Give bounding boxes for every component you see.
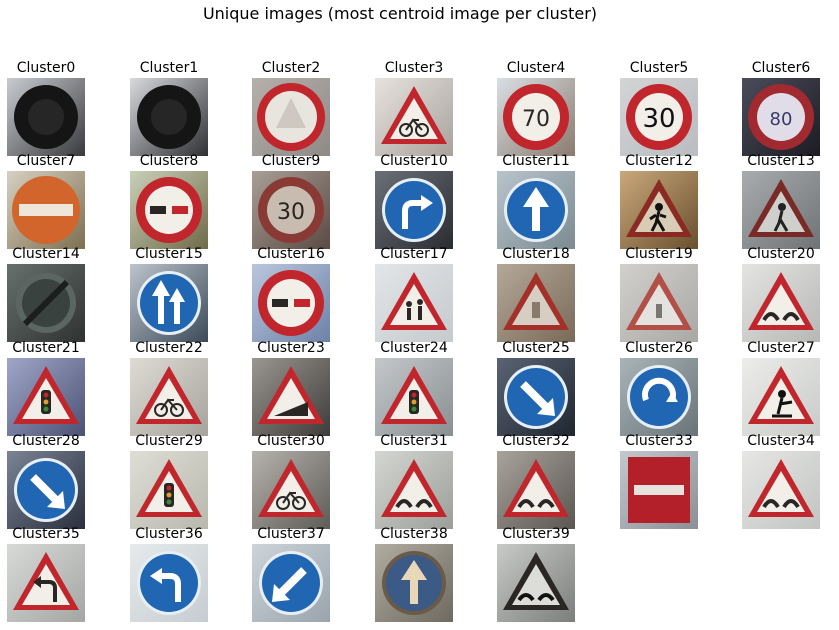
cluster-thumbnail-image: 80: [742, 78, 820, 156]
cluster-label: Cluster7: [16, 153, 76, 169]
cluster-thumbnail-image: [742, 358, 820, 436]
cluster-thumbnail-image: [497, 358, 575, 436]
cluster-label: Cluster32: [502, 433, 570, 449]
cluster-thumbnail-image: [742, 171, 820, 249]
cluster-label: Cluster12: [625, 153, 693, 169]
cluster-thumbnail-image: [375, 78, 453, 156]
cluster-label: Cluster25: [502, 340, 570, 356]
cluster-label: Cluster0: [16, 60, 76, 76]
cluster-label: Cluster35: [12, 526, 80, 542]
cluster-thumbnail-image: [7, 264, 85, 342]
cluster-thumbnail-image: [375, 451, 453, 529]
cluster-thumbnail-image: [7, 451, 85, 529]
cluster-thumbnail-image: [497, 171, 575, 249]
cluster-label: Cluster16: [257, 246, 325, 262]
cluster-thumbnail-image: [130, 358, 208, 436]
cluster-thumbnail-image: [742, 264, 820, 342]
cluster-thumbnail-image: [130, 264, 208, 342]
cluster-label: Cluster23: [257, 340, 325, 356]
cluster-label: Cluster4: [506, 60, 566, 76]
cluster-label: Cluster19: [625, 246, 693, 262]
cluster-label: Cluster24: [380, 340, 448, 356]
cluster-thumbnail-image: [497, 264, 575, 342]
cluster-label: Cluster20: [747, 246, 815, 262]
cluster-label: Cluster29: [135, 433, 203, 449]
cluster-label: Cluster13: [747, 153, 815, 169]
cluster-label: Cluster21: [12, 340, 80, 356]
figure-title: Unique images (most centroid image per c…: [202, 4, 598, 23]
cluster-thumbnail-image: [620, 171, 698, 249]
cluster-thumbnail-image: [252, 451, 330, 529]
svg-text:80: 80: [770, 109, 793, 130]
cluster-thumbnail-image: [375, 544, 453, 622]
cluster-thumbnail-image: [7, 78, 85, 156]
cluster-thumbnail-image: [497, 544, 575, 622]
cluster-label: Cluster26: [625, 340, 693, 356]
cluster-label: Cluster6: [751, 60, 811, 76]
cluster-label: Cluster30: [257, 433, 325, 449]
cluster-thumbnail-image: [7, 544, 85, 622]
cluster-thumbnail-image: [375, 358, 453, 436]
svg-text:30: 30: [642, 104, 675, 134]
svg-text:70: 70: [522, 107, 550, 132]
cluster-label: Cluster22: [135, 340, 203, 356]
cluster-thumbnail-image: [130, 78, 208, 156]
cluster-label: Cluster9: [261, 153, 321, 169]
cluster-thumbnail-image: [252, 544, 330, 622]
cluster-thumbnail-image: [620, 358, 698, 436]
cluster-label: Cluster17: [380, 246, 448, 262]
cluster-label: Cluster3: [384, 60, 444, 76]
cluster-label: Cluster39: [502, 526, 570, 542]
cluster-label: Cluster31: [380, 433, 448, 449]
cluster-thumbnail-image: [375, 264, 453, 342]
cluster-label: Cluster37: [257, 526, 325, 542]
cluster-label: Cluster27: [747, 340, 815, 356]
cluster-thumbnail-image: 30: [252, 171, 330, 249]
cluster-label: Cluster33: [625, 433, 693, 449]
cluster-label: Cluster10: [380, 153, 448, 169]
cluster-label: Cluster34: [747, 433, 815, 449]
svg-text:30: 30: [277, 200, 305, 225]
cluster-label: Cluster14: [12, 246, 80, 262]
cluster-label: Cluster8: [139, 153, 199, 169]
cluster-thumbnail-image: [620, 264, 698, 342]
cluster-thumbnail-image: [7, 358, 85, 436]
cluster-label: Cluster2: [261, 60, 321, 76]
cluster-thumbnail-image: [252, 358, 330, 436]
cluster-thumbnail-image: [130, 171, 208, 249]
cluster-label: Cluster36: [135, 526, 203, 542]
cluster-thumbnail-image: 30: [620, 78, 698, 156]
cluster-thumbnail-image: [252, 78, 330, 156]
cluster-label: Cluster5: [629, 60, 689, 76]
cluster-label: Cluster28: [12, 433, 80, 449]
cluster-thumbnail-image: [7, 171, 85, 249]
cluster-thumbnail-image: [130, 451, 208, 529]
cluster-thumbnail-image: [742, 451, 820, 529]
cluster-thumbnail-image: [620, 451, 698, 529]
cluster-thumbnail-image: [252, 264, 330, 342]
cluster-label: Cluster38: [380, 526, 448, 542]
cluster-thumbnail-image: 70: [497, 78, 575, 156]
cluster-label: Cluster15: [135, 246, 203, 262]
cluster-thumbnail-image: [375, 171, 453, 249]
cluster-label: Cluster11: [502, 153, 570, 169]
cluster-thumbnail-image: [497, 451, 575, 529]
cluster-thumbnail-image: [130, 544, 208, 622]
cluster-label: Cluster1: [139, 60, 199, 76]
cluster-label: Cluster18: [502, 246, 570, 262]
